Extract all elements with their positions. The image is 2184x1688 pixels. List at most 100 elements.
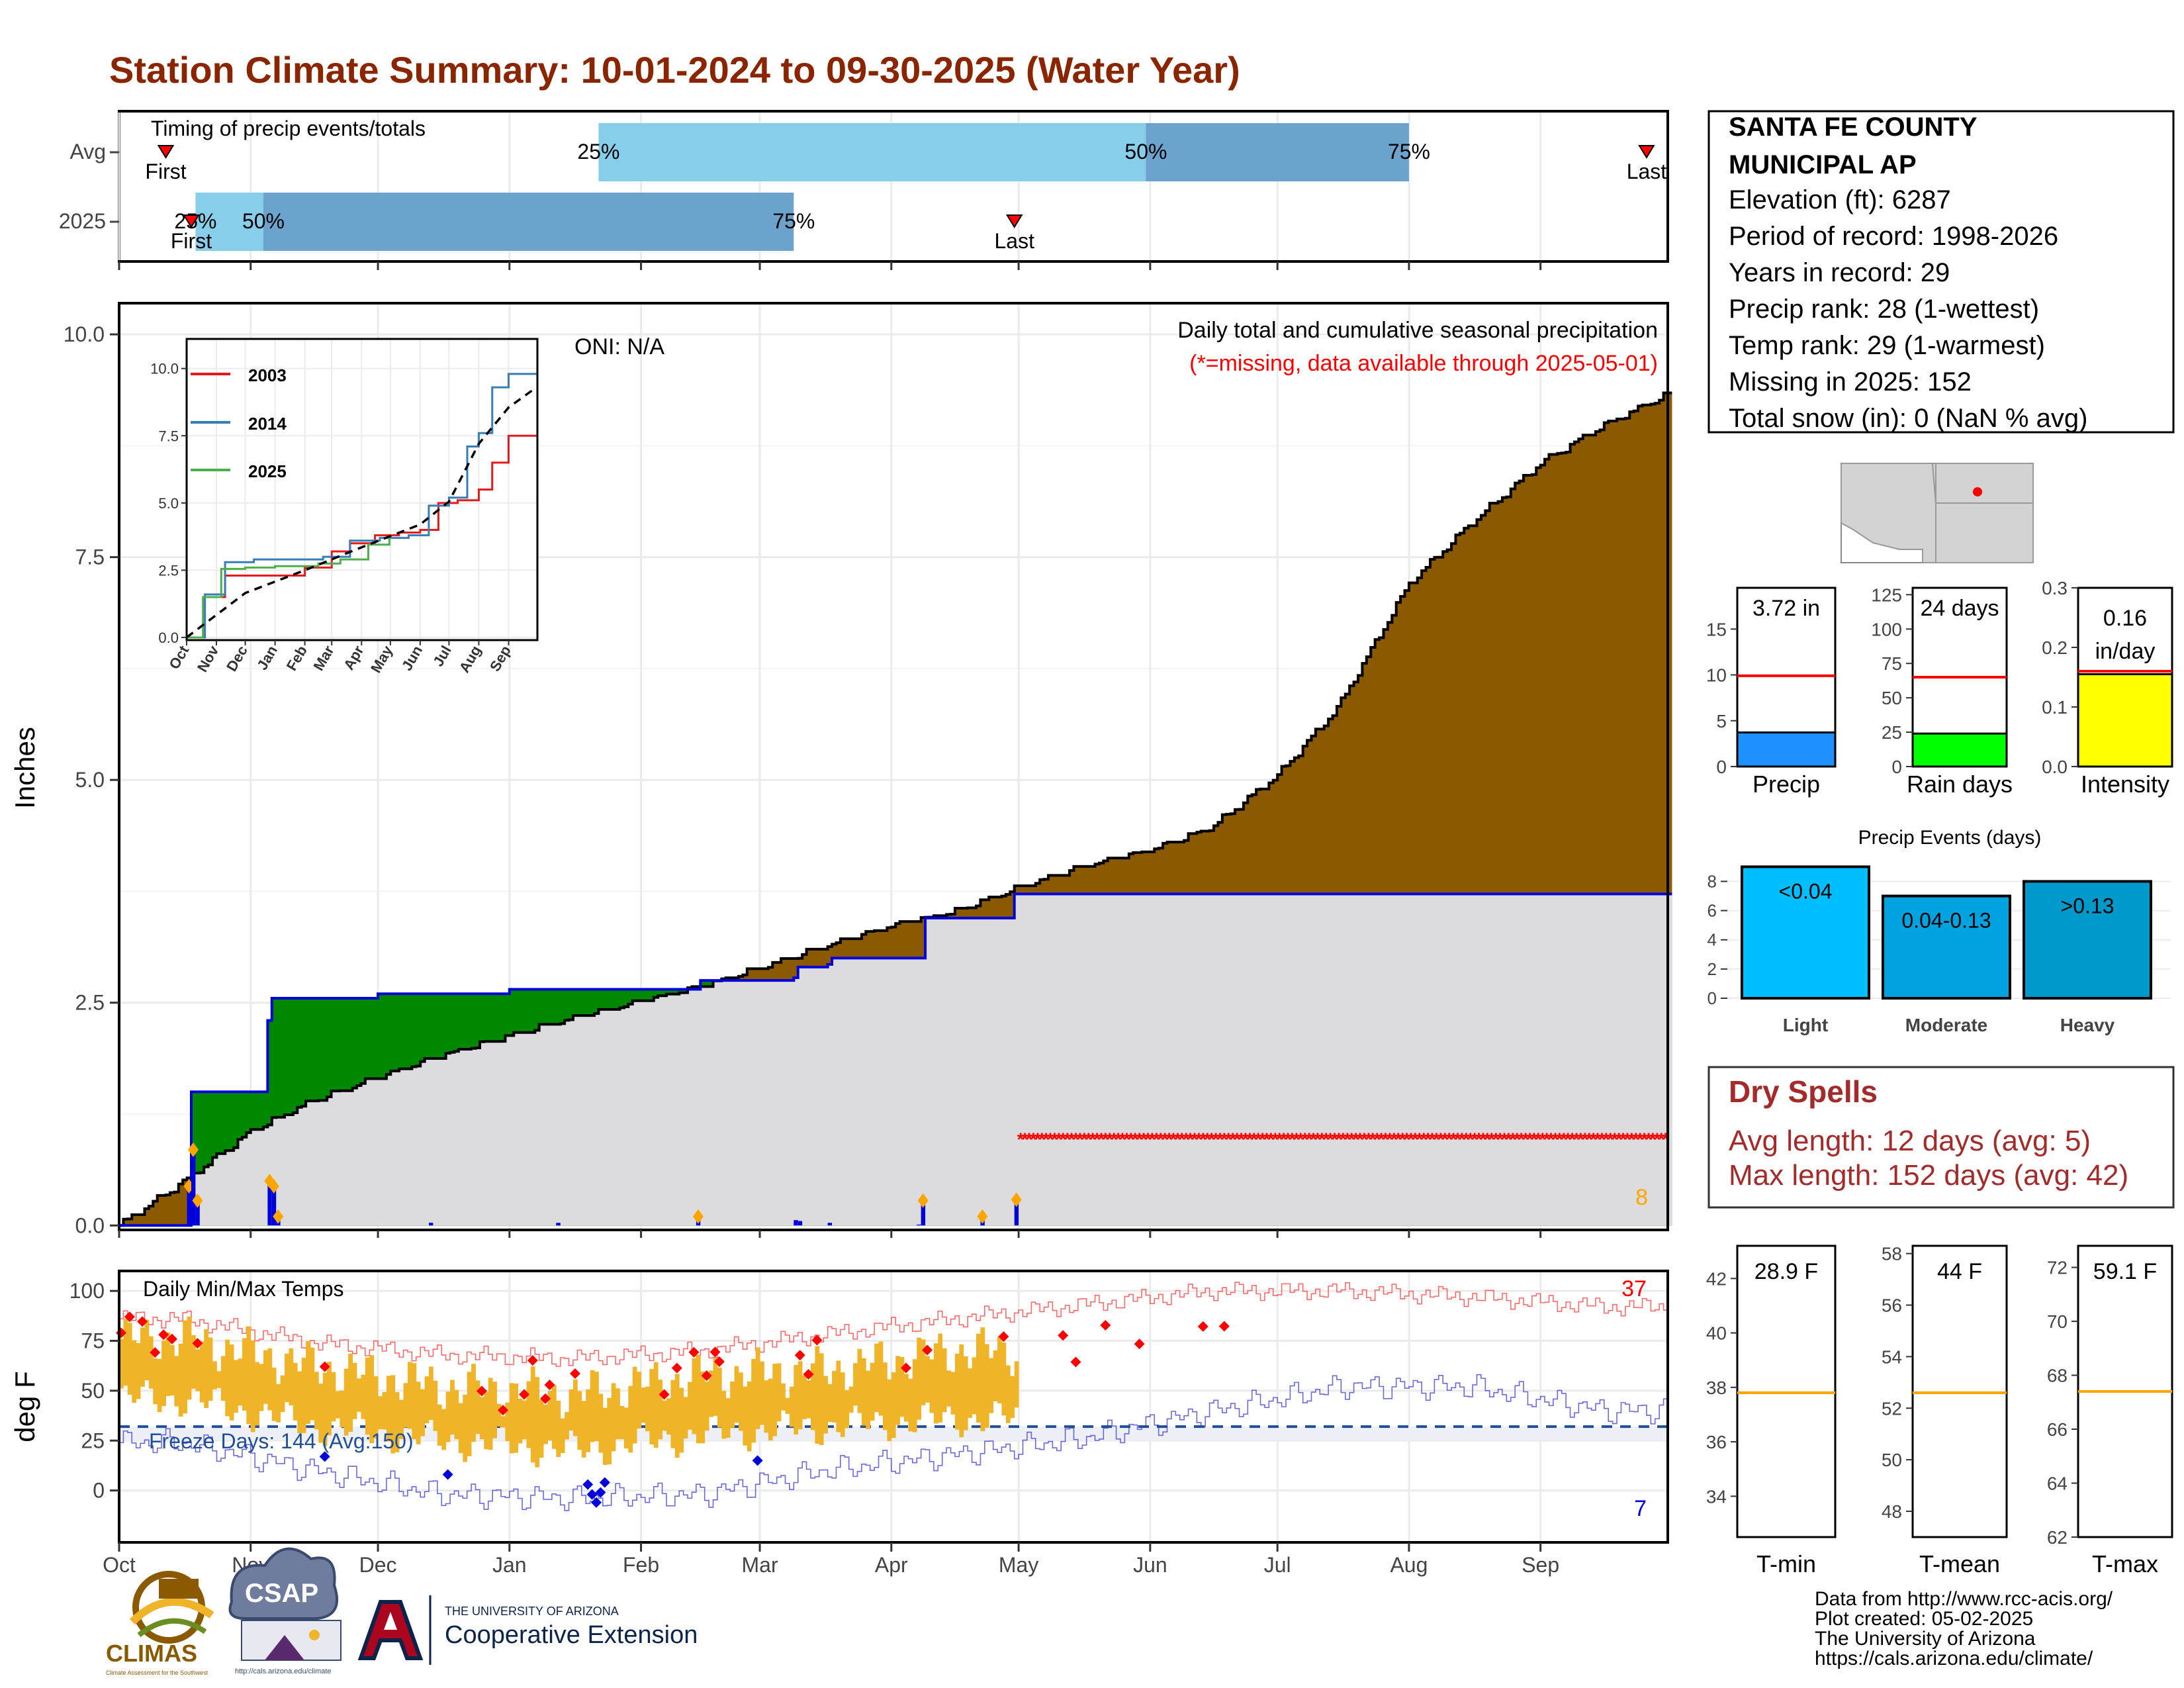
daily-temp-bar	[500, 1416, 506, 1428]
missing-day-marker: *	[1386, 1129, 1393, 1150]
daily-precip-bar	[921, 1200, 926, 1226]
temp-summary-ytick-label: 34	[1706, 1486, 1727, 1507]
missing-day-marker: *	[1407, 1129, 1414, 1150]
daily-precip-event-marker	[187, 1142, 199, 1157]
month-label: Mar	[742, 1553, 778, 1577]
daily-temp-bar	[933, 1343, 938, 1424]
missing-day-marker: *	[1399, 1129, 1406, 1150]
missing-day-marker: *	[1556, 1129, 1563, 1150]
daily-temp-bar	[475, 1380, 480, 1434]
summary-rain-ytick-label: 75	[1882, 653, 1902, 674]
missing-day-marker: *	[1183, 1129, 1190, 1150]
station-period: Period of record: 1998-2026	[1729, 222, 2058, 251]
station-precip-rank: Precip rank: 28 (1-wettest)	[1729, 295, 2039, 324]
record-high-marker	[527, 1355, 538, 1366]
timing-2025-last-marker	[1005, 214, 1023, 228]
record-high-marker	[540, 1393, 551, 1404]
missing-day-marker: *	[1416, 1129, 1423, 1150]
missing-day-marker: *	[1021, 1129, 1028, 1150]
record-max-line	[119, 1282, 1668, 1367]
summary-precip-value: 3.72 in	[1752, 596, 1820, 621]
daily-temp-bar	[984, 1344, 989, 1428]
summary-intensity-ytick-label: 0.1	[2042, 697, 2068, 718]
missing-day-marker: *	[1051, 1129, 1058, 1150]
daily-precip-bar	[797, 1221, 803, 1226]
precip-panel-frame	[118, 302, 1669, 1231]
daily-temp-bar	[148, 1336, 154, 1389]
missing-day-marker: *	[1285, 1129, 1292, 1150]
record-high-marker	[922, 1344, 933, 1356]
inset-line-2025	[187, 537, 390, 639]
inset-legend-2003: 2003	[248, 365, 287, 385]
daily-temp-bar	[959, 1344, 964, 1438]
daily-precip-event-marker	[268, 1179, 279, 1194]
daily-temp-bar	[399, 1399, 404, 1439]
missing-day-marker: *	[1509, 1129, 1516, 1150]
missing-day-marker: *	[1658, 1129, 1665, 1150]
footer-line4: https://cals.arizona.edu/climate/	[1815, 1648, 2093, 1669]
precip-panel: ****************************************…	[9, 302, 1672, 1237]
daily-temp-bar	[169, 1344, 175, 1396]
daily-temp-bar	[840, 1372, 845, 1437]
station-name-line1: SANTA FE COUNTY	[1729, 113, 1978, 142]
record-high-marker	[1070, 1356, 1081, 1368]
daily-temp-bar	[234, 1360, 238, 1413]
daily-temp-bar	[373, 1376, 379, 1439]
daily-precip-bar	[187, 1186, 191, 1226]
missing-day-marker: *	[1081, 1129, 1088, 1150]
missing-day-marker: *	[1373, 1129, 1381, 1150]
record-high-marker	[319, 1361, 330, 1372]
daily-precip-event-marker	[977, 1209, 988, 1224]
daily-temp-bar	[1005, 1365, 1011, 1423]
missing-day-marker: *	[1526, 1129, 1533, 1150]
daily-temp-bar	[968, 1368, 972, 1418]
station-location-dot	[1973, 487, 1982, 496]
daily-temp-bar	[819, 1353, 824, 1446]
record-high-marker	[158, 1329, 169, 1340]
daily-temp-bar	[403, 1383, 408, 1428]
daily-temp-bar	[785, 1397, 790, 1414]
daily-temp-bar	[755, 1347, 760, 1429]
daily-temp-bar	[199, 1341, 205, 1403]
missing-day-marker: *	[1492, 1129, 1500, 1150]
daily-temp-bar	[882, 1362, 887, 1430]
temp-summary-tmax-value: 59.1 F	[2093, 1259, 2157, 1284]
daily-temp-bar	[165, 1332, 171, 1396]
daily-temp-bar	[220, 1356, 226, 1401]
daily-temp-bar	[607, 1397, 612, 1465]
daily-temp-bar	[556, 1401, 561, 1458]
daily-temp-bar	[535, 1377, 540, 1468]
daily-temp-bar	[954, 1353, 960, 1430]
daily-temp-bar	[623, 1407, 629, 1449]
missing-day-marker: *	[1250, 1129, 1257, 1150]
daily-precip-bar	[267, 1180, 272, 1226]
missing-day-marker: *	[1394, 1129, 1402, 1150]
daily-temp-bar	[285, 1353, 289, 1403]
daily-temp-bar	[153, 1358, 158, 1405]
temp-summary-tmax-label: T-max	[2092, 1550, 2158, 1577]
precip-ytick-label: 5.0	[75, 768, 105, 792]
temp-summary-ytick-label: 50	[1882, 1450, 1902, 1470]
missing-day-marker: *	[1263, 1129, 1271, 1150]
daily-temp-bar	[946, 1370, 951, 1407]
events-title: Precip Events (days)	[1858, 827, 2042, 849]
missing-day-marker: *	[1586, 1129, 1593, 1150]
daily-precip-bar	[271, 1186, 277, 1226]
missing-day-marker: *	[1289, 1129, 1296, 1150]
missing-day-marker: *	[1327, 1129, 1334, 1150]
daily-temp-bar	[899, 1356, 905, 1417]
events-bar-label: <0.04	[1779, 879, 1833, 903]
daily-temp-bar	[857, 1348, 862, 1413]
daily-precip-bar	[794, 1220, 798, 1226]
record-min-line	[119, 1374, 1668, 1511]
missing-day-marker: *	[1093, 1129, 1101, 1150]
missing-day-marker: *	[1645, 1129, 1652, 1150]
missing-day-marker: *	[1637, 1129, 1644, 1150]
daily-temp-bar	[560, 1418, 565, 1454]
daily-temp-bar	[598, 1393, 604, 1453]
daily-temp-bar	[530, 1366, 535, 1463]
inset-line-2014	[187, 373, 537, 639]
missing-day-marker: *	[1535, 1129, 1542, 1150]
missing-day-marker: *	[1518, 1129, 1525, 1150]
events-bar-label: 0.04-0.13	[1901, 909, 1991, 933]
